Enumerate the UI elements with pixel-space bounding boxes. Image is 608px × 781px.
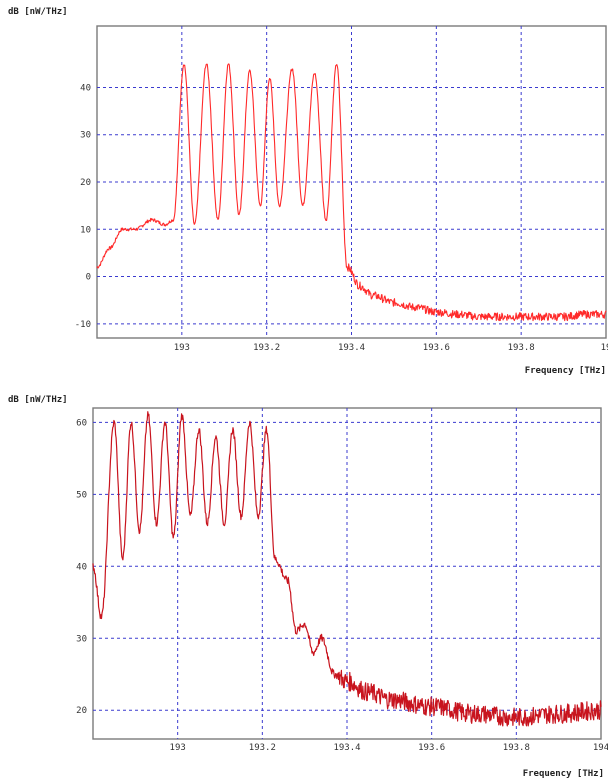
- y-ticks: 20 30 40 50 60: [76, 418, 87, 716]
- series-line: [96, 63, 607, 322]
- y-tick-label: 50: [76, 490, 87, 500]
- x-tick-label: 193.8: [508, 343, 535, 353]
- x-tick-label: 193: [170, 743, 186, 753]
- x-tick-label: 193.4: [333, 743, 360, 753]
- x-tick-label: 19: [601, 343, 608, 353]
- y-tick-label: 30: [76, 634, 87, 644]
- x-tick-label: 193.2: [253, 343, 280, 353]
- x-tick-label: 193.6: [423, 343, 450, 353]
- y-tick-label: 20: [80, 178, 91, 188]
- chart-top-svg: -10 0 10 20 30 40 193 193.2 193.4 193.6 193.8 19 d…: [8, 7, 608, 376]
- x-tick-label: 193.6: [418, 743, 445, 753]
- grid: [93, 408, 601, 739]
- y-tick-label: 0: [86, 273, 91, 283]
- x-axis-label: Frequency [THz]: [525, 366, 606, 376]
- x-axis-label: Frequency [THz]: [523, 769, 604, 779]
- spectrum-chart-top: -10 0 10 20 30 40 193 193.2 193.4 193.6 193.8 19 d…: [0, 0, 608, 378]
- y-axis-label: dB [nW/THz]: [8, 7, 68, 17]
- y-tick-label: 40: [76, 562, 87, 572]
- y-tick-label: 20: [76, 706, 87, 716]
- series-line: [92, 411, 602, 727]
- x-tick-label: 193: [174, 343, 190, 353]
- x-tick-label: 193.2: [249, 743, 276, 753]
- x-ticks: 193 193.2 193.4 193.6 193.8 19: [174, 343, 608, 353]
- grid: [97, 26, 606, 338]
- y-tick-label: 30: [80, 131, 91, 141]
- chart-bottom-svg: 20 30 40 50 60 193 193.2 193.4 193.6 193.8 194 dB…: [8, 395, 608, 779]
- x-ticks: 193 193.2 193.4 193.6 193.8 194: [170, 743, 608, 753]
- y-axis-label: dB [nW/THz]: [8, 395, 68, 405]
- y-ticks: -10 0 10 20 30 40: [75, 83, 91, 329]
- x-tick-label: 194: [593, 743, 608, 753]
- y-tick-label: 60: [76, 418, 87, 428]
- x-tick-label: 193.4: [338, 343, 365, 353]
- x-tick-label: 193.8: [503, 743, 530, 753]
- y-tick-label: 40: [80, 83, 91, 93]
- y-tick-label: 10: [80, 225, 91, 235]
- spectrum-chart-bottom: 20 30 40 50 60 193 193.2 193.4 193.6 193.8 194 dB…: [0, 390, 608, 781]
- y-tick-label: -10: [75, 320, 91, 330]
